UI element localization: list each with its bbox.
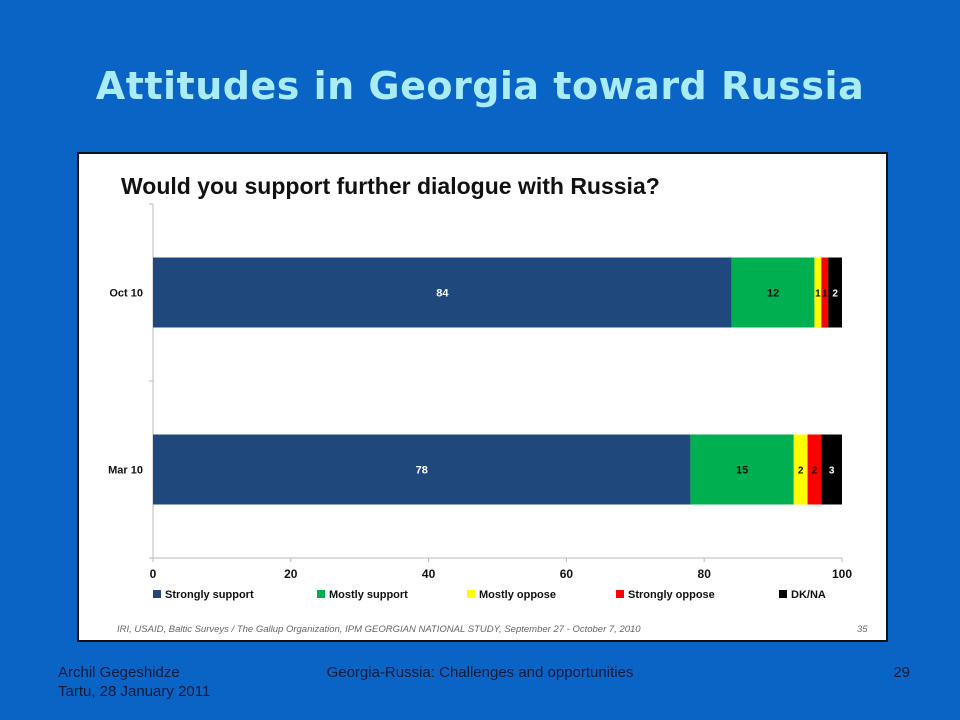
data-label: 2	[832, 289, 838, 300]
bar-segment	[690, 434, 794, 505]
footer-event: Tartu, 28 January 2011	[58, 683, 211, 700]
slide-title: Attitudes in Georgia toward Russia	[95, 64, 865, 108]
bar-segment	[153, 257, 732, 328]
x-tick-label: 60	[560, 567, 574, 581]
chart-slide-ref: 35	[857, 624, 868, 635]
x-tick-label: 100	[832, 567, 852, 581]
footer-center: Georgia-Russia: Challenges and opportuni…	[326, 664, 634, 681]
bar-segment	[814, 257, 822, 328]
legend-label: Strongly support	[165, 589, 254, 601]
legend-swatch	[317, 590, 325, 598]
data-label: 84	[436, 288, 449, 300]
stacked-bar-chart: Would you support further dialogue with …	[108, 173, 868, 635]
legend-swatch	[467, 590, 475, 598]
footer-author: Archil Gegeshidze	[58, 664, 180, 681]
bar-segment	[153, 434, 691, 505]
x-tick-label: 40	[422, 567, 436, 581]
data-label: 12	[767, 288, 779, 300]
data-label: 78	[416, 465, 428, 477]
data-label: 3	[829, 466, 835, 477]
category-label: Mar 10	[108, 465, 143, 477]
x-tick-label: 20	[284, 567, 298, 581]
data-label: 2	[798, 466, 804, 477]
chart-legend: Strongly support Mostly support Mostly opp…	[153, 589, 826, 601]
chart-frame: Would you support further dialogue with …	[77, 152, 888, 642]
x-tick-label: 0	[150, 567, 157, 581]
bar-segment	[793, 434, 808, 505]
bar-segment	[821, 434, 842, 505]
chart-title: Would you support further dialogue with …	[121, 173, 660, 199]
data-label: 1	[822, 289, 828, 300]
page-number: 29	[893, 664, 910, 681]
chart-source: IRI, USAID, Baltic Surveys / The Gallup …	[117, 624, 641, 635]
bar-segment	[821, 257, 829, 328]
bar-segment	[807, 434, 822, 505]
legend-label: DK/NA	[791, 589, 826, 601]
data-label: 15	[736, 465, 748, 477]
legend-label: Mostly support	[329, 589, 408, 601]
legend-swatch	[779, 590, 787, 598]
legend-swatch	[616, 590, 624, 598]
x-tick-label: 80	[698, 567, 712, 581]
footer-left: Archil Gegeshidze Tartu, 28 January 2011	[58, 663, 210, 701]
category-label: Oct 10	[109, 288, 143, 300]
chart-bars: 84 12 1 1 278 15 2 2 3	[153, 257, 842, 505]
data-label: 2	[812, 466, 818, 477]
chart-axes: 0 20 40 60 80 100 Oct 10 Mar 10	[108, 203, 852, 581]
bar-segment	[731, 257, 815, 328]
data-label: 1	[815, 289, 821, 300]
legend-swatch	[153, 590, 161, 598]
legend-label: Strongly oppose	[628, 589, 715, 601]
legend-label: Mostly oppose	[479, 589, 556, 601]
bar-segment	[828, 257, 842, 328]
